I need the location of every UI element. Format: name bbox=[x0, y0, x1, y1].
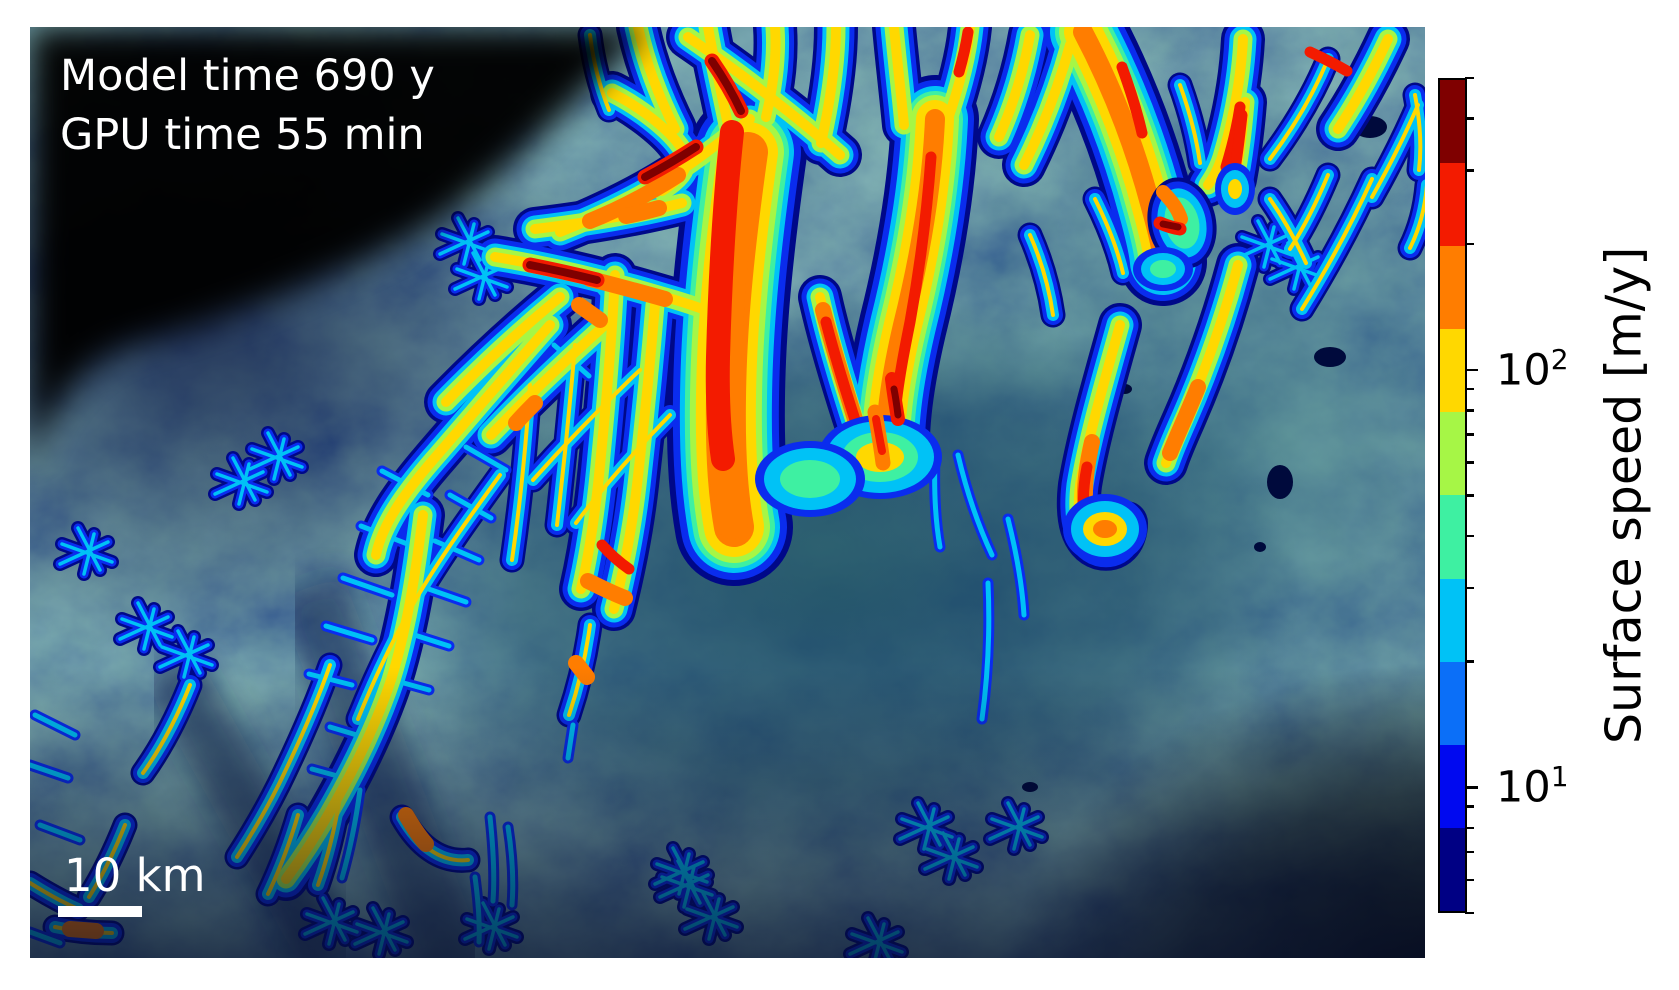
colorbar-minor-tick bbox=[1465, 242, 1474, 246]
colorbar-major-tick bbox=[1465, 368, 1478, 372]
colorbar-minor-tick bbox=[1465, 878, 1474, 882]
colorbar-band bbox=[1440, 744, 1465, 828]
colorbar-minor-tick bbox=[1465, 387, 1474, 391]
colorbar-minor-tick bbox=[1465, 117, 1474, 120]
colorbar-band bbox=[1440, 329, 1465, 413]
glacier-stroke bbox=[626, 208, 659, 216]
colorbar-band bbox=[1440, 578, 1465, 662]
colorbar-title: Surface speed [m/y] bbox=[1595, 246, 1653, 745]
colorbar bbox=[1438, 78, 1467, 913]
colorbar-band bbox=[1440, 80, 1465, 164]
colorbar-band bbox=[1440, 412, 1465, 496]
model-time-annotation: Model time 690 y GPU time 55 min bbox=[60, 47, 435, 165]
glacier-stroke bbox=[718, 132, 732, 459]
nodata-mask bbox=[30, 27, 1425, 958]
gpu-time-line: GPU time 55 min bbox=[60, 110, 425, 160]
colorbar-tick-label: 101 bbox=[1496, 760, 1569, 813]
glacier-stroke bbox=[1235, 115, 1242, 169]
colorbar-minor-tick bbox=[1465, 805, 1474, 808]
speed-map: Model time 690 y GPU time 55 min 10 km bbox=[30, 27, 1425, 958]
colorbar-major-tick bbox=[1465, 786, 1478, 789]
colorbar-minor-tick bbox=[1465, 850, 1474, 854]
scalebar-bar bbox=[58, 906, 142, 917]
model-time-line: Model time 690 y bbox=[60, 51, 435, 101]
colorbar-tick-label: 102 bbox=[1496, 342, 1569, 396]
colorbar-band bbox=[1440, 246, 1465, 330]
colorbar-band bbox=[1440, 827, 1465, 911]
scalebar-label: 10 km bbox=[64, 849, 206, 902]
colorbar-minor-tick bbox=[1465, 534, 1474, 538]
colorbar-minor-tick bbox=[1465, 494, 1474, 497]
colorbar-minor-tick bbox=[1465, 409, 1474, 412]
colorbar-minor-tick bbox=[1465, 461, 1474, 464]
colorbar-band bbox=[1440, 661, 1465, 745]
colorbar-minor-tick bbox=[1465, 76, 1474, 80]
speed-field-svg bbox=[30, 27, 1425, 958]
colorbar-minor-tick bbox=[1465, 660, 1474, 663]
colorbar-band bbox=[1440, 495, 1465, 579]
colorbar-minor-tick bbox=[1465, 586, 1474, 590]
terminus-lobes bbox=[755, 163, 1255, 564]
colorbar-band bbox=[1440, 163, 1465, 247]
colorbar-minor-tick bbox=[1465, 169, 1474, 172]
colorbar-minor-tick bbox=[1465, 826, 1474, 830]
colorbar-minor-tick bbox=[1465, 433, 1474, 436]
colorbar-minor-tick bbox=[1465, 911, 1474, 915]
